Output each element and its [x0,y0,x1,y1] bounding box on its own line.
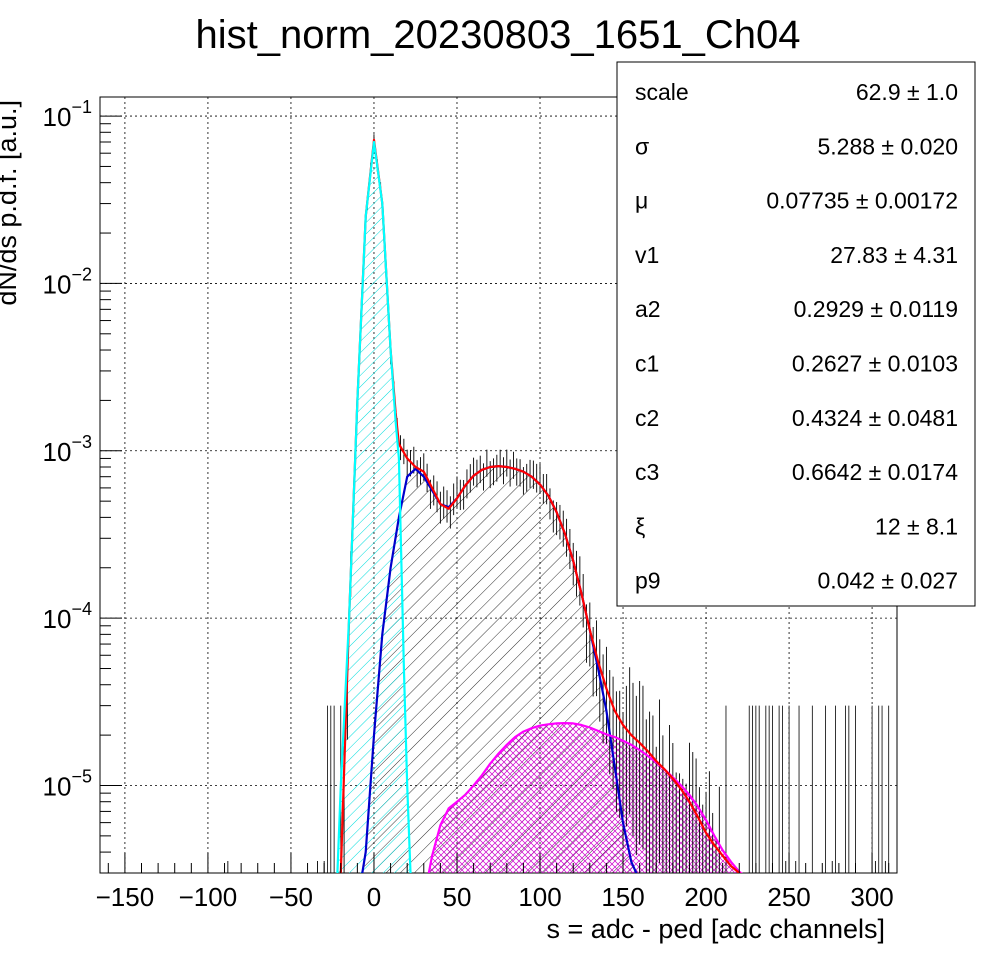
magenta-component-fill [428,723,743,873]
y-tick-label: 10−5 [43,766,92,801]
stats-param-value: 0.042 ± 0.027 [817,568,958,594]
stats-param-name: c3 [635,459,659,485]
total-fit-line [339,138,742,873]
x-axis-label: s = adc - ped [adc channels] [547,914,885,944]
y-axis: 10−1 10−2 10−3 10−4 10−5 [43,97,122,874]
stats-param-value: 0.2929 ± 0.0119 [794,296,958,322]
stats-param-value: 62.9 ± 1.0 [856,79,958,105]
stats-param-value: 5.288 ± 0.020 [817,133,958,159]
fit-curves [336,138,743,873]
x-tick-label: −100 [179,882,238,912]
stats-param-value: 12 ± 8.1 [875,513,958,539]
x-tick-label: 200 [684,882,727,912]
y-tick-label: 10−2 [43,264,92,299]
stats-box: scale 62.9 ± 1.0 σ 5.288 ± 0.020 μ 0.07735 ± … [616,61,976,607]
x-tick-label: −50 [269,882,313,912]
stats-param-name: σ [635,133,649,159]
y-tick-label: 10−4 [43,599,92,634]
stats-param-name: a2 [635,296,661,322]
stats-param-value: 27.83 ± 4.31 [830,242,958,268]
x-tick-label: 100 [518,882,561,912]
y-tick-label: 10−3 [43,432,92,467]
x-tick-label: 300 [850,882,893,912]
multi-pe-component-line [427,722,743,873]
x-tick-label: −150 [96,882,155,912]
component-fills [337,142,743,873]
stats-param-name: v1 [635,242,659,268]
stats-param-name: μ [635,188,648,214]
cyan-component-fill [337,142,411,873]
x-axis: −150 −100 −50 0 50 100 150 200 250 300 [96,853,894,912]
stats-param-value: 0.2627 ± 0.0103 [792,351,958,377]
stats-param-value: 0.4324 ± 0.0481 [792,405,958,431]
stats-param-value: 0.07735 ± 0.00172 [766,188,958,214]
chart-title: hist_norm_20230803_1651_Ch04 [196,13,801,57]
y-tick-label: 10−1 [43,97,92,132]
stats-param-value: 0.6642 ± 0.0174 [792,459,958,485]
stats-box-frame [616,61,976,607]
x-tick-label: 0 [367,882,381,912]
stats-param-name: p9 [635,568,661,594]
x-tick-label: 250 [767,882,810,912]
stats-param-name: c1 [635,351,659,377]
x-tick-label: 150 [601,882,644,912]
pedestal-component-line [336,140,412,873]
x-tick-label: 50 [443,882,472,912]
stats-param-name: c2 [635,405,659,431]
stats-param-name: scale [635,79,689,105]
y-axis-label: dN/ds p.d.f. [a.u.] [0,100,22,306]
stats-param-name: ξ [635,513,645,539]
